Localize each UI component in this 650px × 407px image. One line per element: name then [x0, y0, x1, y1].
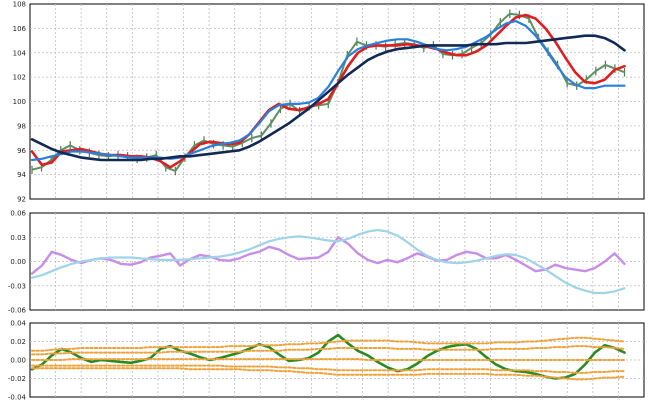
series-band-lower-inner: [31, 364, 626, 374]
y-tick-label: 0.02: [10, 338, 26, 346]
y-tick-label: -0.04: [8, 394, 27, 402]
series-band-middle: [31, 358, 626, 361]
y-tick-label: 106: [13, 25, 27, 33]
series-slow-average: [30, 34, 626, 162]
series-band-upper-outer: [31, 336, 626, 352]
series-band-upper-inner: [31, 345, 626, 356]
y-tick-label: 0.04: [10, 320, 26, 328]
y-tick-label: 100: [13, 98, 26, 106]
y-tick-label: 0.00: [10, 258, 26, 266]
y-tick-label: 0.00: [10, 357, 26, 365]
y-tick-label: -0.03: [8, 282, 26, 290]
y-tick-label: 104: [13, 49, 27, 57]
series-medium-average: [30, 20, 626, 162]
y-tick-label: -0.02: [8, 375, 26, 383]
y-tick-label: 98: [17, 122, 26, 130]
y-tick-label: 0.06: [10, 210, 26, 218]
y-tick-label: 96: [17, 147, 26, 155]
series-fast-average: [30, 13, 626, 169]
y-tick-label: -0.06: [8, 307, 27, 315]
series-band-lower-outer: [31, 367, 626, 381]
y-tick-label: 102: [13, 74, 26, 82]
y-tick-label: 92: [17, 196, 26, 204]
series-oscillator-b: [30, 228, 626, 295]
y-tick-label: 94: [17, 171, 26, 179]
series-oscillator-a: [30, 236, 626, 275]
y-tick-label: 0.03: [10, 234, 26, 242]
y-tick-label: 108: [13, 1, 26, 9]
